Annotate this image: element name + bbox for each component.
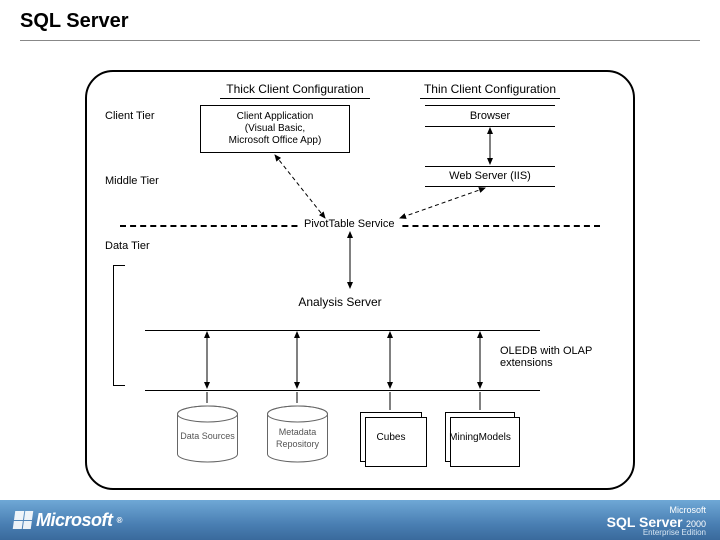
microsoft-wordmark: Microsoft [36,510,113,531]
title-rule [20,40,700,41]
windows-flag-icon [13,511,34,529]
microsoft-logo: Microsoft® [14,510,122,531]
thick-client-title: Thick Client Configuration [215,82,375,96]
data-sources-label: Data Sources [175,431,240,441]
datastore-topline [145,390,540,391]
footer-bar: Microsoft® Microsoft SQL Server 2000 Ent… [0,500,720,540]
mining-box: Mining Models [445,412,515,462]
data-sources-cylinder: Data Sources [175,405,240,465]
client-app-line3: Microsoft Office App) [229,135,322,147]
oledb-label: OLEDB with OLAP extensions [500,345,620,369]
tier-middle-label: Middle Tier [105,175,159,187]
sql-server-logo: Microsoft SQL Server 2000 Enterprise Edi… [607,503,706,537]
browser-label: Browser [425,110,555,122]
web-server-label: Web Server (IIS) [425,170,555,182]
analysis-underline [145,330,540,331]
analysis-server-label: Analysis Server [265,295,415,309]
tier-client-label: Client Tier [105,110,155,122]
oledb-line2: extensions [500,357,553,369]
cubes-label: Cubes [377,432,406,443]
thin-underline [420,98,560,99]
pivot-label: PivotTable Service [300,218,399,230]
mining-line1: Mining [449,432,478,443]
mining-line2: Models [479,432,511,443]
oledb-line1: OLEDB with OLAP [500,345,592,357]
data-tier-bracket-top [113,265,125,266]
webserver-bottom-line [425,186,555,187]
metadata-label-2: Repository [265,439,330,449]
thick-underline [220,98,370,99]
metadata-label-1: Metadata [265,427,330,437]
client-app-box: Client Application (Visual Basic, Micros… [200,105,350,153]
cubes-box: Cubes [360,412,422,462]
diagram-stage: Thick Client Configuration Thin Client C… [85,70,635,490]
client-app-line2: (Visual Basic, [245,123,305,135]
browser-bottom-line [425,126,555,127]
tier-data-label: Data Tier [105,240,150,252]
slide-title: SQL Server [20,10,129,33]
thin-client-title: Thin Client Configuration [415,82,565,96]
footer-edition: Enterprise Edition [607,529,706,537]
browser-top-line [425,105,555,106]
client-app-line1: Client Application [237,111,314,123]
data-tier-bracket-bot [113,385,125,386]
metadata-cylinder: Metadata Repository [265,405,330,465]
data-tier-bracket-vert [113,265,123,385]
webserver-top-line [425,166,555,167]
